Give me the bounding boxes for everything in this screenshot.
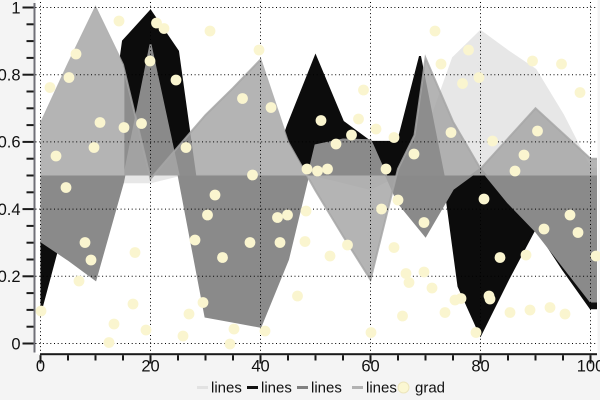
svg-text:0: 0	[36, 358, 45, 376]
svg-text:20: 20	[141, 358, 159, 376]
svg-text:0.6: 0.6	[0, 134, 21, 152]
svg-text:0: 0	[11, 335, 20, 353]
svg-text:0.2: 0.2	[0, 268, 21, 286]
svg-text:80: 80	[471, 358, 489, 376]
svg-text:lines: lines	[366, 380, 397, 397]
svg-text:grad: grad	[415, 380, 445, 397]
svg-text:lines: lines	[211, 380, 242, 397]
svg-text:lines: lines	[311, 380, 342, 397]
svg-text:1: 1	[11, 0, 20, 17]
svg-text:100: 100	[577, 358, 600, 376]
svg-text:40: 40	[251, 358, 269, 376]
svg-text:lines: lines	[261, 380, 292, 397]
svg-text:0.4: 0.4	[0, 201, 21, 219]
svg-text:60: 60	[361, 358, 379, 376]
svg-text:0.8: 0.8	[0, 67, 21, 85]
